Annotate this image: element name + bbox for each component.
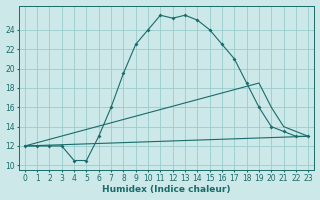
X-axis label: Humidex (Indice chaleur): Humidex (Indice chaleur) [102, 185, 231, 194]
